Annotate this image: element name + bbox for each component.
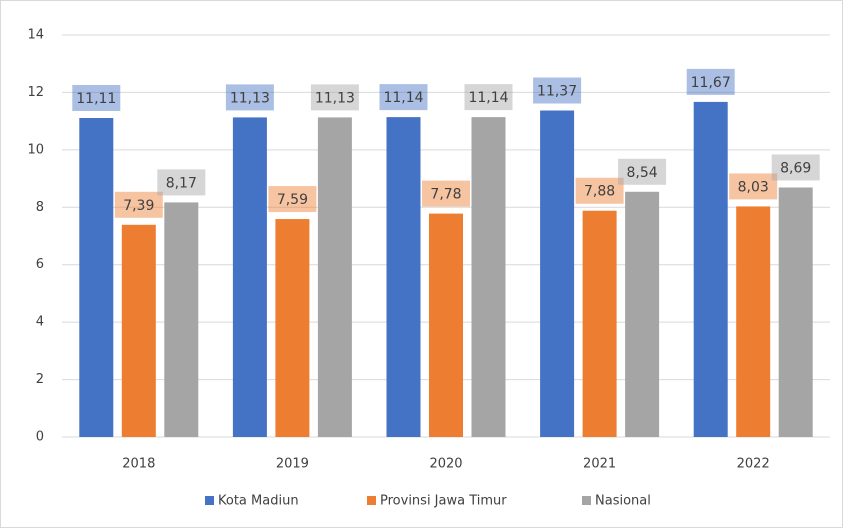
legend-label: Nasional bbox=[595, 494, 651, 509]
value-label: 11,13 bbox=[230, 90, 270, 106]
bar bbox=[121, 224, 156, 437]
bar bbox=[582, 210, 617, 437]
bar bbox=[317, 117, 352, 437]
y-tick-label: 0 bbox=[36, 430, 44, 445]
value-label-box bbox=[268, 186, 317, 213]
value-label-box bbox=[729, 173, 778, 200]
value-label-box bbox=[310, 84, 359, 111]
bar bbox=[540, 110, 575, 438]
value-label-box bbox=[422, 180, 470, 207]
value-label-box bbox=[379, 84, 428, 111]
bar bbox=[693, 101, 728, 437]
bar bbox=[275, 219, 310, 437]
legend-label: Kota Madiun bbox=[218, 494, 299, 509]
bar bbox=[79, 117, 114, 437]
y-tick-label: 4 bbox=[36, 315, 44, 330]
value-label-box bbox=[72, 84, 121, 111]
bar bbox=[429, 213, 463, 437]
x-tick-label: 2019 bbox=[276, 457, 309, 472]
x-tick-label: 2022 bbox=[737, 457, 770, 472]
value-label: 11,14 bbox=[383, 90, 423, 106]
value-label-box bbox=[686, 68, 735, 95]
x-tick-label: 2018 bbox=[122, 457, 155, 472]
value-label: 11,14 bbox=[468, 90, 508, 106]
y-tick-label: 8 bbox=[36, 200, 44, 215]
value-label: 11,67 bbox=[691, 75, 731, 91]
value-label: 7,59 bbox=[277, 192, 308, 208]
value-label: 8,17 bbox=[166, 175, 197, 191]
legend-swatch bbox=[367, 496, 376, 505]
bar bbox=[386, 117, 421, 437]
value-label: 8,03 bbox=[738, 179, 769, 195]
value-label: 7,39 bbox=[123, 198, 154, 214]
value-label: 11,37 bbox=[537, 84, 577, 100]
legend-label: Provinsi Jawa Timur bbox=[380, 494, 507, 509]
value-label-box bbox=[771, 154, 820, 181]
x-tick-label: 2020 bbox=[429, 457, 462, 472]
y-tick-label: 12 bbox=[27, 85, 44, 100]
bar bbox=[164, 202, 199, 437]
x-tick-label: 2021 bbox=[583, 457, 616, 472]
y-tick-label: 14 bbox=[27, 28, 44, 43]
bar bbox=[736, 206, 771, 437]
y-tick-label: 2 bbox=[36, 372, 44, 387]
bar bbox=[778, 187, 813, 437]
legend-swatch bbox=[205, 496, 214, 505]
y-tick-label: 6 bbox=[36, 257, 44, 272]
value-label: 11,11 bbox=[76, 91, 116, 107]
value-label-box bbox=[225, 84, 274, 111]
y-tick-label: 10 bbox=[27, 142, 44, 157]
value-label: 11,13 bbox=[315, 90, 355, 106]
value-label: 8,54 bbox=[627, 165, 658, 181]
value-label-box bbox=[157, 169, 206, 196]
legend-swatch bbox=[582, 496, 591, 505]
bar bbox=[625, 191, 660, 437]
value-label-box bbox=[464, 84, 513, 111]
value-label-box bbox=[618, 158, 667, 185]
bar bbox=[471, 117, 506, 437]
value-label: 7,78 bbox=[430, 187, 461, 203]
bar bbox=[232, 117, 267, 437]
value-label-box bbox=[114, 191, 163, 218]
value-label: 8,69 bbox=[780, 160, 811, 176]
value-label-box bbox=[533, 77, 582, 104]
value-label: 7,88 bbox=[584, 184, 615, 200]
value-label-box bbox=[575, 177, 624, 204]
